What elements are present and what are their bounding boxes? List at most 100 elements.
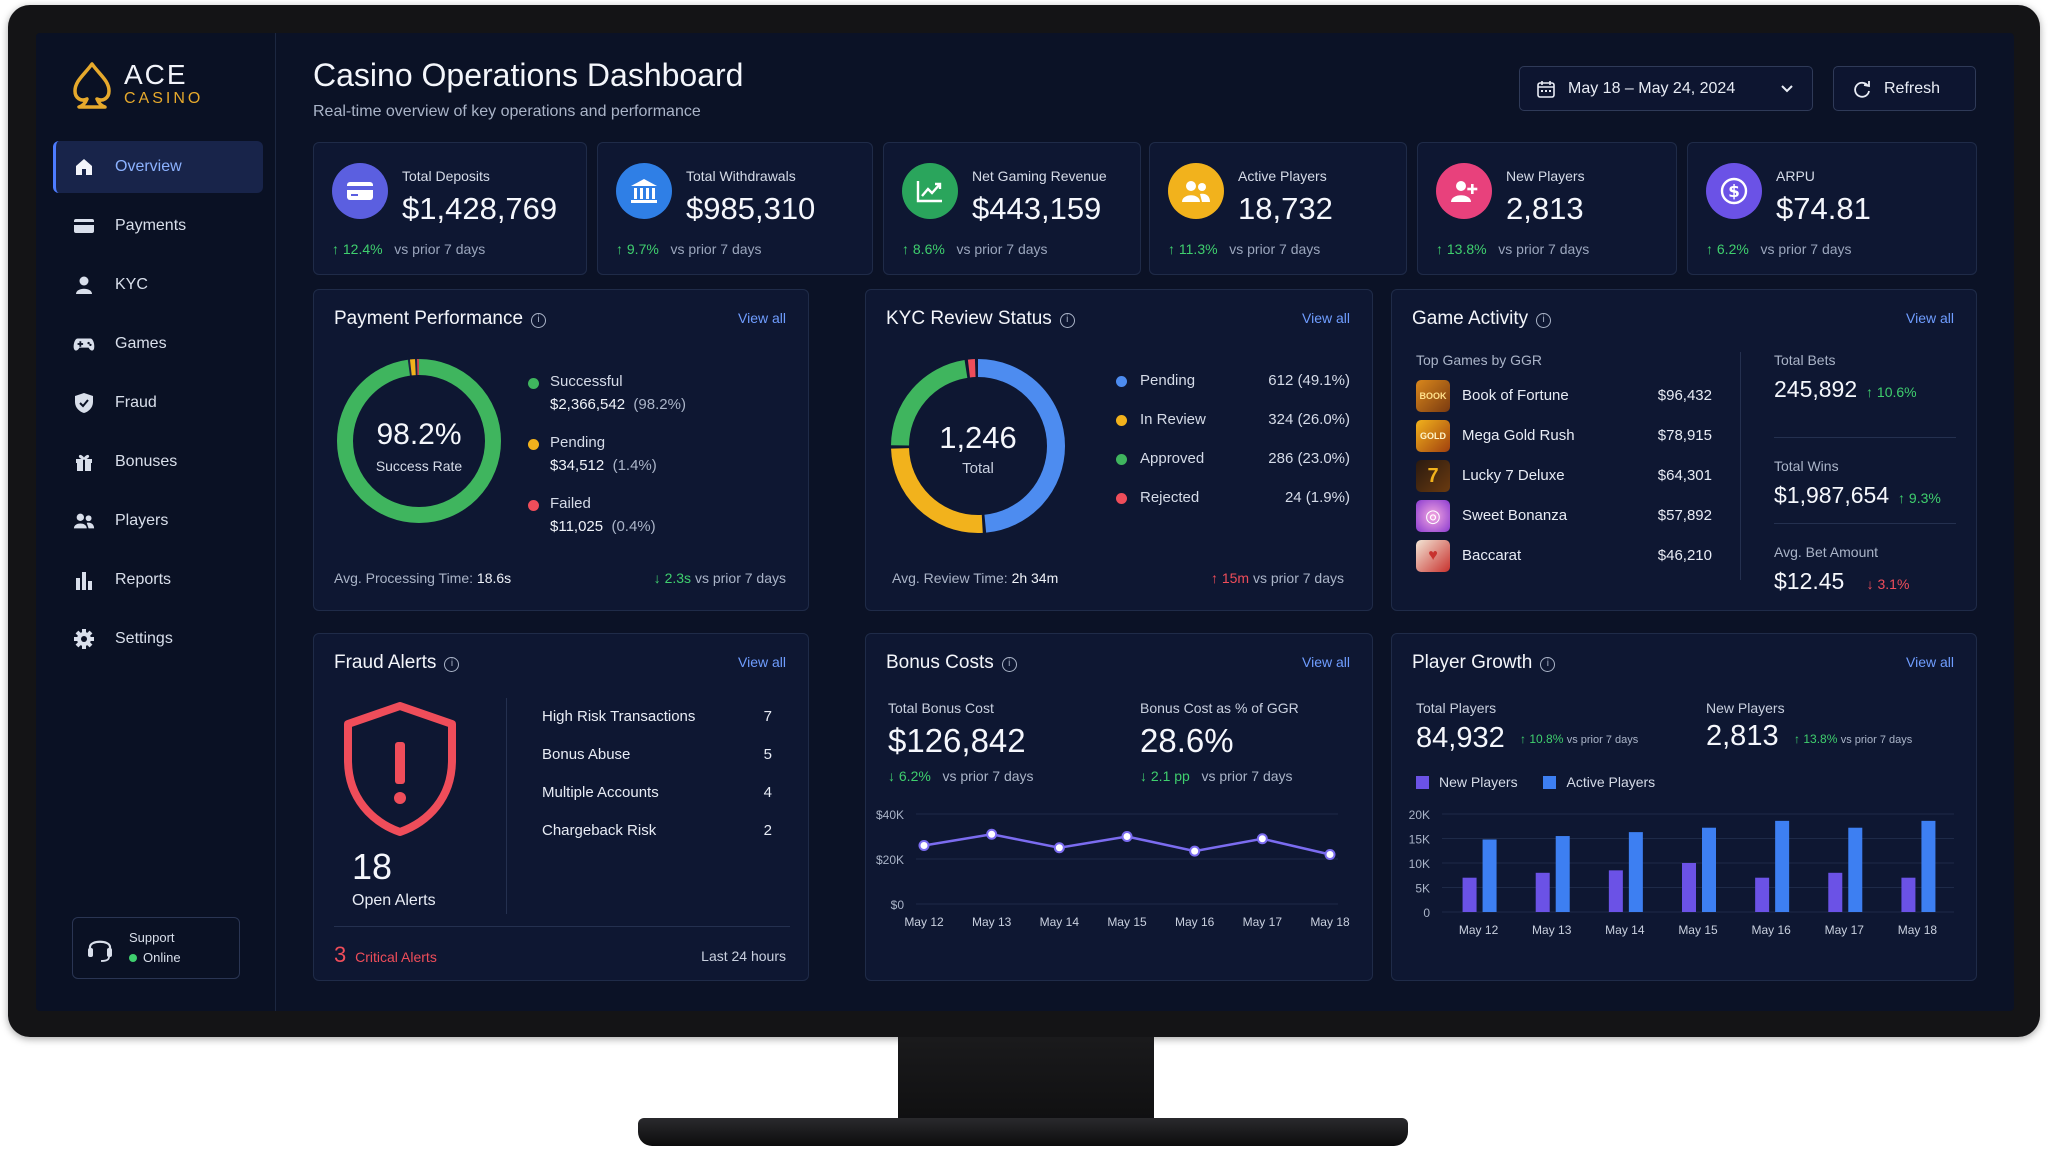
bar-active-players[interactable] bbox=[1775, 820, 1790, 912]
bar-new-players[interactable] bbox=[1682, 863, 1696, 912]
data-point[interactable] bbox=[1121, 831, 1133, 842]
view-all-link[interactable]: View all bbox=[1906, 310, 1954, 326]
info-icon[interactable]: i bbox=[1001, 657, 1017, 672]
kyc-total-value: 1,246 bbox=[939, 420, 1017, 455]
bar-new-players[interactable] bbox=[1828, 872, 1843, 912]
kpi-label: Total Deposits bbox=[402, 168, 490, 184]
game-row-lucky-7-deluxe[interactable]: 7 Lucky 7 Deluxe $64,301 bbox=[1416, 460, 1712, 500]
kpi-card-total-withdrawals[interactable]: Total Withdrawals $985,310 ↑ 9.7% vs pri… bbox=[597, 142, 873, 275]
kpi-card-arpu[interactable]: $ ARPU $74.81 ↑ 6.2% vs prior 7 days bbox=[1687, 142, 1977, 275]
lucky-7-icon: 7 bbox=[1416, 460, 1450, 492]
bonus-costs-panel: Bonus Costs i View all Total Bonus Cost $… bbox=[865, 633, 1373, 981]
x-tick-label: May 18 bbox=[1310, 915, 1350, 929]
sidebar-item-payments[interactable]: Payments bbox=[53, 200, 263, 252]
bar-new-players[interactable] bbox=[1608, 870, 1623, 912]
kpi-card-active-players[interactable]: Active Players 18,732 ↑ 11.3% vs prior 7… bbox=[1149, 142, 1407, 275]
game-row-baccarat[interactable]: ♥ Baccarat $46,210 bbox=[1416, 540, 1712, 580]
view-all-link[interactable]: View all bbox=[1906, 654, 1954, 670]
data-point[interactable] bbox=[918, 840, 930, 851]
data-point[interactable] bbox=[1256, 833, 1268, 845]
success-rate-donut bbox=[337, 359, 501, 523]
x-tick-label: May 16 bbox=[1175, 915, 1215, 929]
view-all-link[interactable]: View all bbox=[738, 654, 786, 670]
processing-time-delta: ↓ 2.3s vs prior 7 days bbox=[653, 570, 786, 586]
data-point[interactable] bbox=[1189, 845, 1201, 857]
refresh-button[interactable]: Refresh bbox=[1833, 66, 1976, 111]
arrow-down-icon: ↓ bbox=[653, 570, 665, 586]
kpi-card-new-players[interactable]: New Players 2,813 ↑ 13.8% vs prior 7 day… bbox=[1417, 142, 1677, 275]
kpi-card-net-gaming-revenue[interactable]: Net Gaming Revenue $443,159 ↑ 8.6% vs pr… bbox=[883, 142, 1141, 275]
fraud-row[interactable]: Multiple Accounts 4 bbox=[542, 784, 772, 801]
y-tick-label: 20K bbox=[1409, 808, 1430, 822]
sidebar-item-games[interactable]: Games bbox=[53, 318, 263, 370]
bar-active-players[interactable] bbox=[1702, 827, 1716, 912]
game-row-sweet-bonanza[interactable]: ◎ Sweet Bonanza $57,892 bbox=[1416, 500, 1712, 540]
kpi-delta: ↑ 12.4% vs prior 7 days bbox=[332, 241, 486, 257]
info-icon[interactable]: i bbox=[444, 657, 460, 672]
kpi-label: ARPU bbox=[1776, 168, 1815, 184]
bar-active-players[interactable] bbox=[1848, 827, 1863, 912]
fraud-row[interactable]: Bonus Abuse 5 bbox=[542, 746, 772, 763]
kpi-card-total-deposits[interactable]: Total Deposits $1,428,769 ↑ 12.4% vs pri… bbox=[313, 142, 587, 275]
info-icon[interactable]: i bbox=[1540, 657, 1556, 672]
kyc-legend-rejected: Rejected 24 (1.9%) bbox=[1116, 489, 1350, 528]
game-activity-panel: Game Activity i View all Top Games by GGR… bbox=[1391, 289, 1977, 611]
x-tick-label: May 15 bbox=[1678, 923, 1718, 937]
panel-title: Fraud Alerts i bbox=[334, 652, 460, 674]
data-point[interactable] bbox=[1053, 842, 1065, 854]
arrow-up-icon: ↑ bbox=[616, 241, 627, 257]
divider bbox=[1740, 352, 1741, 580]
fraud-row[interactable]: High Risk Transactions 7 bbox=[542, 708, 772, 725]
stat-avg-bet-amount: Avg. Bet Amount $12.45 ↓ 3.1% bbox=[1774, 544, 1910, 594]
bar-active-players[interactable] bbox=[1482, 839, 1497, 912]
book-of-fortune-icon: BOOK bbox=[1416, 380, 1450, 412]
bar-active-players[interactable] bbox=[1628, 832, 1643, 912]
legend-dot bbox=[528, 378, 539, 389]
game-row-book-of-fortune[interactable]: BOOK Book of Fortune $96,432 bbox=[1416, 380, 1712, 420]
date-range-picker[interactable]: May 18 – May 24, 2024 bbox=[1519, 66, 1813, 111]
sidebar-item-kyc[interactable]: KYC bbox=[53, 259, 263, 311]
monitor-stand-neck bbox=[898, 1037, 1154, 1129]
view-all-link[interactable]: View all bbox=[1302, 654, 1350, 670]
sidebar-item-settings[interactable]: Settings bbox=[53, 613, 263, 665]
y-tick-label: $20K bbox=[876, 853, 904, 867]
warning-shield-icon bbox=[344, 702, 456, 836]
critical-alerts[interactable]: 3 Critical Alerts bbox=[334, 942, 437, 967]
kpi-value: $443,159 bbox=[972, 191, 1102, 226]
top-games-label: Top Games by GGR bbox=[1416, 352, 1543, 368]
bar-active-players[interactable] bbox=[1921, 820, 1936, 912]
fraud-row[interactable]: Chargeback Risk 2 bbox=[542, 822, 772, 839]
data-point[interactable] bbox=[1324, 849, 1336, 860]
sidebar-item-reports[interactable]: Reports bbox=[53, 554, 263, 606]
brand-logo[interactable]: ACE CASINO bbox=[72, 61, 203, 109]
support-button[interactable]: Support Online bbox=[72, 917, 240, 979]
top-games-list: BOOK Book of Fortune $96,432 GOLD Mega G… bbox=[1416, 380, 1712, 580]
review-time-delta: ↑ 15m vs prior 7 days bbox=[1210, 570, 1344, 586]
game-row-mega-gold-rush[interactable]: GOLD Mega Gold Rush $78,915 bbox=[1416, 420, 1712, 460]
y-tick-label: $0 bbox=[891, 898, 905, 912]
view-all-link[interactable]: View all bbox=[738, 310, 786, 326]
bar-new-players[interactable] bbox=[1535, 872, 1550, 912]
bar-new-players[interactable] bbox=[1901, 877, 1916, 912]
x-tick-label: May 13 bbox=[1532, 923, 1572, 937]
monitor-bezel: ACE CASINO Overview Payments KYC Games bbox=[8, 5, 2040, 1037]
data-point[interactable] bbox=[986, 828, 998, 840]
bar-active-players[interactable] bbox=[1555, 836, 1570, 912]
info-icon[interactable]: i bbox=[1536, 313, 1552, 328]
refresh-label: Refresh bbox=[1884, 79, 1941, 97]
x-tick-label: May 17 bbox=[1243, 915, 1283, 929]
sidebar-item-players[interactable]: Players bbox=[53, 495, 263, 547]
bonus-pct-label: Bonus Cost as % of GGR bbox=[1140, 700, 1299, 716]
bar-new-players[interactable] bbox=[1462, 877, 1477, 912]
kyc-status-donut bbox=[891, 359, 1065, 533]
bar-new-players[interactable] bbox=[1755, 877, 1770, 912]
sidebar-item-overview[interactable]: Overview bbox=[53, 141, 263, 193]
page-title: Casino Operations Dashboard bbox=[313, 57, 744, 93]
view-all-link[interactable]: View all bbox=[1302, 310, 1350, 326]
sidebar-item-bonuses[interactable]: Bonuses bbox=[53, 436, 263, 488]
credit-card-icon bbox=[332, 163, 388, 219]
sidebar-item-fraud[interactable]: Fraud bbox=[53, 377, 263, 429]
info-icon[interactable]: i bbox=[1059, 313, 1075, 328]
info-icon[interactable]: i bbox=[531, 313, 547, 328]
y-tick-label: 15K bbox=[1409, 833, 1430, 847]
